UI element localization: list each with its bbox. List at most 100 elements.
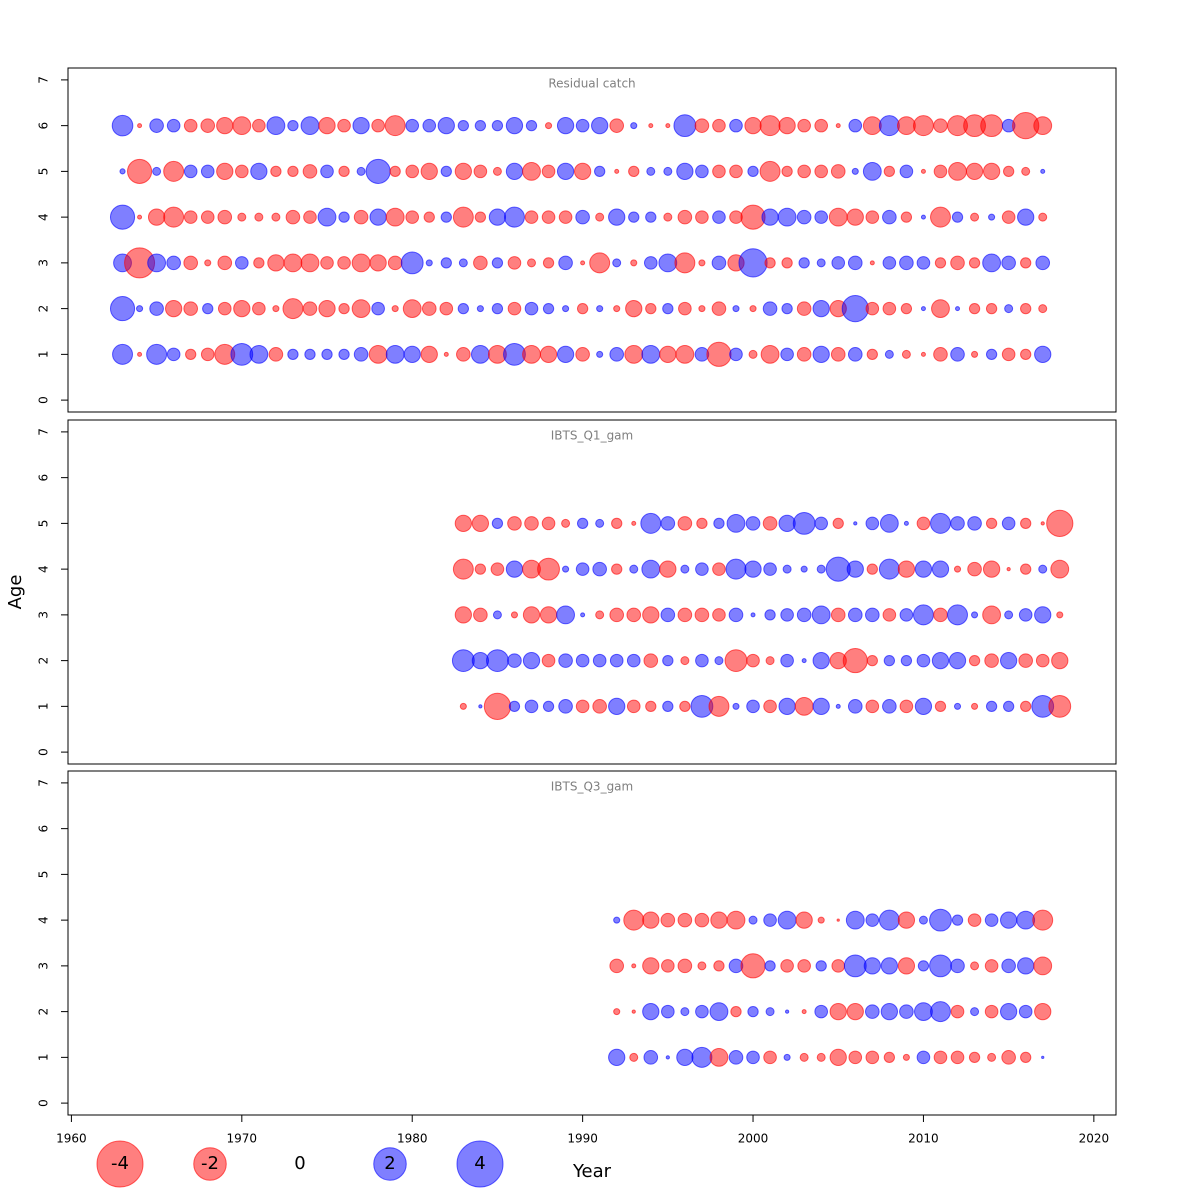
bubble	[300, 116, 320, 136]
bubble	[1020, 302, 1032, 315]
bubble	[865, 210, 880, 224]
bubble	[268, 347, 284, 362]
bubble	[759, 160, 781, 182]
bubble	[796, 301, 812, 316]
bubble	[524, 210, 539, 224]
bubble	[677, 912, 693, 928]
bubble	[1001, 210, 1016, 224]
bubble	[984, 1004, 999, 1019]
bubble	[691, 1046, 713, 1068]
bubble	[1006, 567, 1011, 572]
legend-bubble	[96, 1140, 144, 1188]
bubble	[796, 209, 812, 225]
y-tick-label: 4	[37, 916, 51, 924]
bubble	[272, 305, 280, 313]
bubble	[522, 651, 541, 670]
bubble	[137, 123, 143, 129]
bubble	[642, 911, 660, 929]
bubble	[951, 211, 964, 223]
bubble	[780, 653, 794, 668]
bubble	[778, 697, 796, 715]
bubble	[662, 302, 674, 315]
bubble	[812, 697, 830, 715]
bubble	[661, 1004, 675, 1019]
bubble	[437, 117, 455, 135]
bubble	[968, 257, 981, 269]
bubble	[902, 1053, 910, 1061]
x-tick-label: 2010	[908, 1132, 939, 1146]
bubble	[337, 118, 351, 133]
bubble	[541, 653, 556, 668]
bubble	[763, 1050, 777, 1065]
bubble	[146, 343, 168, 365]
bubble	[267, 254, 285, 272]
bubble	[631, 520, 637, 526]
bubble	[594, 165, 606, 178]
bubble	[982, 560, 1001, 578]
bubble	[1040, 168, 1046, 174]
bubble	[842, 648, 868, 674]
bubble	[970, 961, 980, 971]
bubble	[575, 562, 590, 576]
bubble	[629, 564, 639, 574]
bubble	[303, 210, 317, 224]
bubble	[423, 211, 435, 223]
bubble	[816, 258, 826, 268]
bubble	[801, 1009, 807, 1015]
bubble	[507, 653, 522, 668]
bubble	[611, 563, 623, 575]
bubble	[371, 301, 385, 316]
bubble	[166, 118, 181, 133]
bubble	[200, 118, 216, 133]
bubble	[524, 699, 539, 714]
bubble	[628, 211, 640, 223]
bubble	[539, 606, 558, 624]
bubble	[814, 1004, 828, 1019]
bubble	[317, 207, 337, 227]
bubble	[984, 959, 999, 973]
bubble	[714, 656, 724, 666]
bubble	[369, 254, 387, 272]
bubble	[337, 256, 351, 270]
bubble	[545, 122, 553, 130]
bubble	[828, 207, 848, 227]
bubble	[883, 165, 896, 178]
bubble	[965, 162, 984, 181]
bubble	[846, 208, 864, 226]
bubble	[665, 123, 671, 129]
bubble	[149, 301, 164, 316]
bubble	[797, 164, 811, 179]
bubble	[748, 349, 758, 359]
bubble	[1035, 653, 1050, 668]
bubble	[882, 699, 897, 714]
bubble	[985, 348, 998, 361]
bubble	[916, 1050, 931, 1065]
y-tick-label: 2	[37, 305, 51, 313]
x-tick-label: 1980	[397, 1132, 428, 1146]
bubble	[674, 252, 696, 274]
bubble	[814, 164, 828, 179]
bubble	[185, 348, 197, 361]
bubble	[778, 117, 796, 135]
bubble	[792, 511, 816, 535]
bubble	[846, 560, 864, 578]
bubble	[642, 606, 660, 624]
bubble	[282, 298, 304, 320]
bubble	[623, 909, 645, 931]
bubble	[492, 610, 502, 620]
bubble	[730, 1005, 742, 1018]
bubble	[675, 344, 695, 364]
bubble	[747, 1005, 759, 1018]
bubble	[680, 564, 690, 574]
bubble	[504, 206, 525, 228]
bubble	[232, 116, 252, 136]
bubble	[561, 518, 571, 528]
x-tick-label: 1960	[56, 1132, 87, 1146]
bubble	[812, 299, 830, 318]
bubble	[556, 117, 575, 135]
bubble	[163, 160, 185, 182]
bubble	[1048, 694, 1072, 718]
bubble	[712, 118, 726, 133]
bubble	[841, 295, 869, 323]
